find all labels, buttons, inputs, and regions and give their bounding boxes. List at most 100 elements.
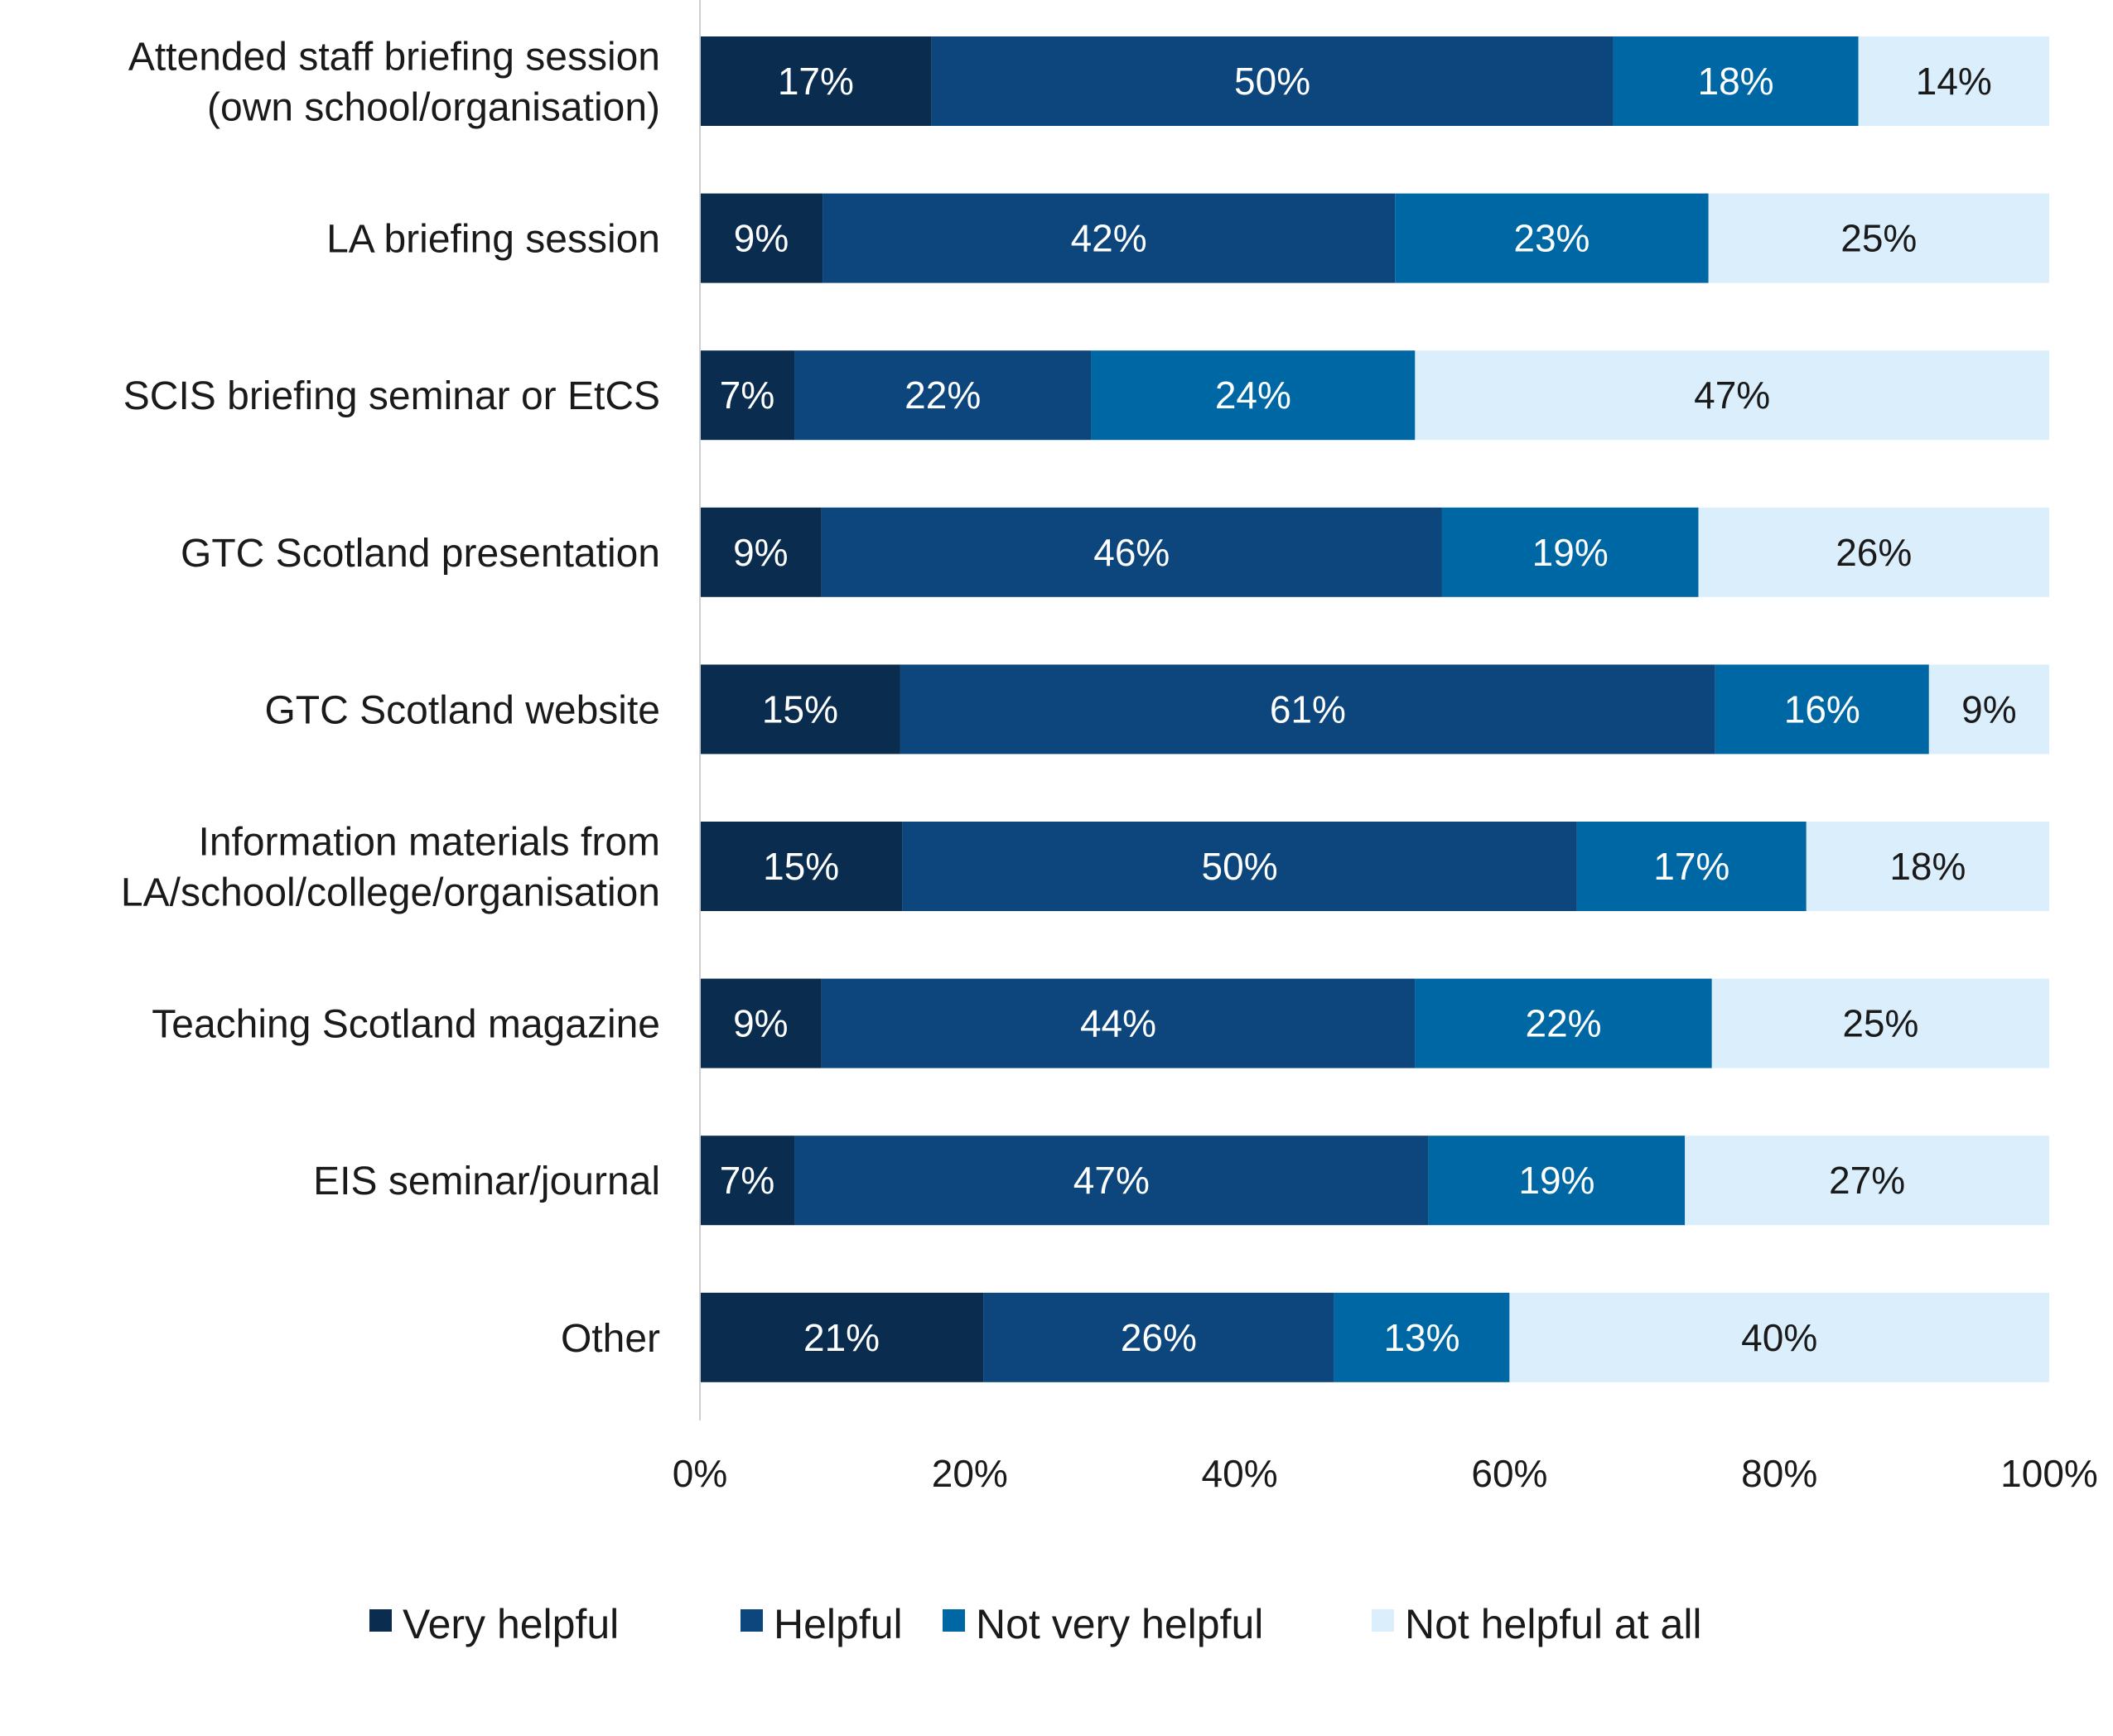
legend-swatch: [1372, 1609, 1394, 1632]
data-label: 13%: [1383, 1316, 1459, 1359]
bar-segment: [1576, 822, 1807, 911]
legend-label: Very helpful: [403, 1601, 619, 1647]
bar-segment: [794, 350, 1092, 441]
data-label: 50%: [1202, 845, 1278, 888]
data-label: 46%: [1093, 531, 1170, 574]
data-label: 19%: [1532, 531, 1609, 574]
legend-item: Helpful: [741, 1601, 903, 1647]
x-axis-ticks: 0% 20% 40% 60% 80% 100%: [673, 1452, 2098, 1495]
x-tick-label: 60%: [1471, 1452, 1547, 1495]
bar-segment: [700, 822, 903, 911]
legend-swatch: [741, 1609, 763, 1632]
data-label: 22%: [1526, 1002, 1602, 1045]
data-label: 25%: [1842, 1002, 1918, 1045]
bar-segment: [700, 507, 822, 597]
x-tick-label: 0%: [673, 1452, 727, 1495]
bar-segment: [794, 1136, 1429, 1226]
category-labels: Attended staff briefing session (own scho…: [121, 36, 660, 1361]
data-label: 16%: [1784, 687, 1860, 731]
data-label: 23%: [1513, 217, 1590, 260]
category-label: GTC Scotland presentation: [181, 532, 660, 576]
x-tick-label: 40%: [1202, 1452, 1278, 1495]
bar-segment: [1334, 1292, 1510, 1382]
data-label: 9%: [1961, 687, 2016, 731]
data-label: 27%: [1829, 1159, 1905, 1202]
bar-segment: [1415, 350, 2049, 441]
data-label: 47%: [1073, 1159, 1150, 1202]
data-label: 22%: [905, 374, 981, 417]
category-label: LA briefing session: [326, 218, 660, 262]
legend: Very helpful Helpful Not very helpful Not h…: [369, 1601, 1702, 1647]
x-tick-label: 100%: [2000, 1452, 2098, 1495]
legend-label: Helpful: [774, 1601, 903, 1647]
data-label: 9%: [733, 1002, 788, 1045]
legend-label: Not very helpful: [976, 1601, 1263, 1647]
x-tick-label: 20%: [932, 1452, 1008, 1495]
bar-segment: [823, 193, 1396, 283]
category-label: Other: [561, 1317, 660, 1361]
data-label: 7%: [720, 1159, 774, 1202]
legend-item: Not very helpful: [943, 1601, 1263, 1647]
data-label: 21%: [803, 1316, 880, 1359]
bar-segment: [1415, 978, 1712, 1068]
legend-swatch: [943, 1609, 965, 1632]
data-label: 44%: [1080, 1002, 1156, 1045]
category-label: SCIS briefing seminar or EtCS: [123, 374, 660, 418]
data-label: 9%: [733, 531, 788, 574]
data-label: 40%: [1741, 1316, 1817, 1359]
data-label: 50%: [1234, 60, 1310, 103]
category-label: LA/school/college/organisation: [121, 871, 660, 915]
legend-item: Not helpful at all: [1372, 1601, 1702, 1647]
data-label: 61%: [1270, 687, 1346, 731]
bar-segment: [700, 1292, 984, 1382]
bar-segment: [1428, 1136, 1686, 1226]
bar-segment: [1711, 978, 2049, 1068]
bar-segment: [1715, 664, 1929, 755]
data-label: 19%: [1518, 1159, 1594, 1202]
data-label: 14%: [1916, 60, 1992, 103]
legend-item: Very helpful: [369, 1601, 619, 1647]
bars-layer: 17% 50% 18% 14% 9% 42% 23% 25% 7% 22% 24% 47% 9% 46% 1…: [700, 36, 2049, 1382]
bar-segment: [900, 664, 1715, 755]
bar-segment: [931, 36, 1614, 126]
bar-segment: [700, 978, 822, 1068]
data-label: 25%: [1840, 217, 1917, 260]
bar-segment: [1685, 1136, 2049, 1226]
legend-label: Not helpful at all: [1405, 1601, 1702, 1647]
data-label: 9%: [734, 217, 789, 260]
data-label: 7%: [720, 374, 774, 417]
bar-segment: [821, 507, 1442, 597]
bar-segment: [1509, 1292, 2049, 1382]
bar-segment: [1698, 507, 2049, 597]
bar-segment: [1806, 822, 2049, 911]
bar-segment: [983, 1292, 1334, 1382]
category-label: Information materials from: [198, 821, 660, 865]
bar-segment: [1928, 664, 2049, 755]
data-label: 24%: [1215, 374, 1291, 417]
bar-segment: [902, 822, 1577, 911]
bar-segment: [700, 1136, 795, 1226]
data-label: 26%: [1836, 531, 1912, 574]
bar-segment: [1858, 36, 2049, 126]
data-label: 18%: [1698, 60, 1774, 103]
bar-segment: [1091, 350, 1416, 441]
data-label: 42%: [1071, 217, 1147, 260]
data-label: 15%: [762, 687, 838, 731]
bar-segment: [1613, 36, 1859, 126]
bar-segment: [1708, 193, 2049, 283]
data-label: 17%: [1653, 845, 1729, 888]
x-tick-label: 80%: [1741, 1452, 1817, 1495]
category-label: Attended staff briefing session: [128, 36, 660, 80]
bar-segment: [1395, 193, 1709, 283]
bar-segment: [700, 350, 795, 441]
category-label: (own school/organisation): [207, 86, 660, 130]
data-label: 47%: [1694, 374, 1770, 417]
data-label: 18%: [1889, 845, 1966, 888]
legend-swatch: [369, 1609, 392, 1632]
bar-segment: [700, 664, 900, 755]
bar-segment: [1441, 507, 1699, 597]
category-label: Teaching Scotland magazine: [152, 1003, 660, 1047]
bar-segment: [700, 193, 823, 283]
